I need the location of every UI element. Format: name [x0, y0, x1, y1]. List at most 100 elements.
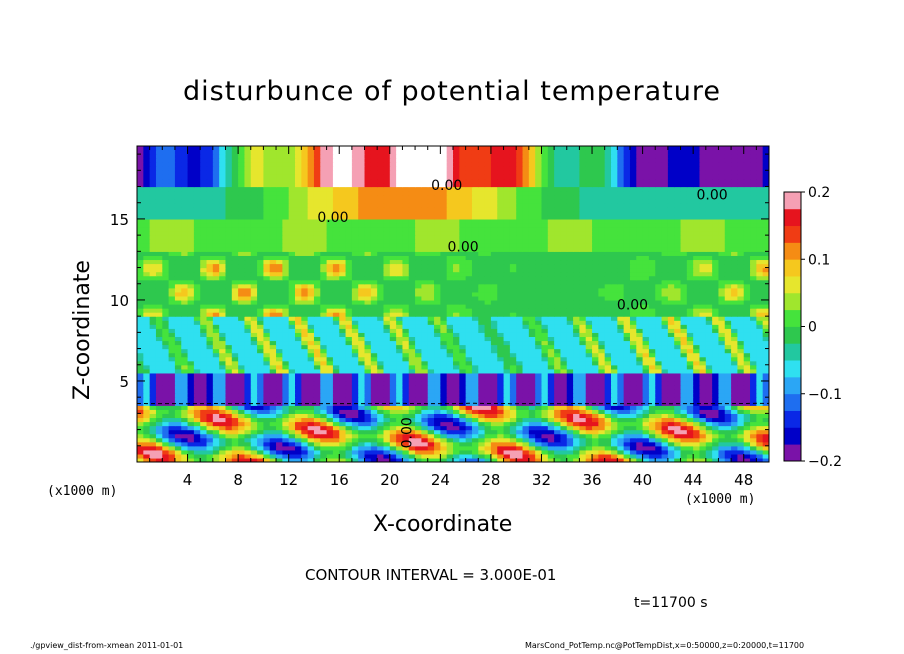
heatmap-cell: [718, 421, 726, 427]
heatmap-cell: [174, 291, 182, 297]
heatmap-cell: [440, 441, 448, 447]
heatmap-cell: [560, 397, 568, 402]
heatmap-cell: [219, 380, 227, 386]
heatmap-cell: [629, 324, 637, 329]
heatmap-cell: [648, 308, 656, 313]
heatmap-cell: [642, 279, 650, 285]
heatmap-cell: [288, 445, 296, 451]
heatmap-cell: [269, 449, 277, 455]
heatmap-cell: [238, 457, 246, 462]
heatmap-cell: [396, 360, 404, 366]
heatmap-cell: [535, 441, 543, 447]
heatmap-cell: [402, 429, 410, 435]
heatmap-cell: [737, 283, 745, 289]
heatmap-cell: [547, 340, 555, 346]
heatmap-cell: [162, 312, 170, 317]
heatmap-cell: [257, 356, 264, 362]
heatmap-cell: [389, 316, 397, 321]
heatmap-cell: [206, 368, 214, 374]
heatmap-cell: [648, 364, 656, 370]
heatmap-cell: [756, 263, 764, 269]
heatmap-cell: [370, 457, 378, 462]
heatmap-cell: [579, 295, 587, 301]
heatmap-cell: [244, 389, 252, 394]
heatmap-cell: [509, 385, 517, 390]
heatmap-cell: [490, 336, 498, 342]
heatmap-cell: [554, 449, 562, 455]
heatmap-cell: [623, 336, 631, 342]
heatmap-cell: [503, 356, 511, 362]
heatmap-cell: [573, 457, 580, 462]
heatmap-cell: [516, 401, 524, 406]
heatmap-cell: [143, 413, 151, 419]
heatmap-cell: [421, 308, 429, 313]
heatmap-cell: [219, 316, 227, 321]
heatmap-cell: [731, 445, 738, 451]
heatmap-cell: [459, 453, 467, 459]
heatmap-cell: [364, 312, 372, 317]
heatmap-cell: [592, 385, 599, 390]
heatmap-cell: [137, 376, 144, 382]
heatmap-cell: [421, 453, 429, 459]
heatmap-cell: [212, 279, 220, 285]
heatmap-cell: [320, 409, 328, 414]
heatmap-cell: [288, 376, 296, 382]
heatmap-cell: [655, 271, 663, 277]
heatmap-cell: [440, 449, 448, 455]
heatmap-cell: [326, 364, 334, 370]
heatmap-cell: [566, 287, 574, 293]
heatmap-cell: [446, 299, 454, 305]
heatmap-cell: [269, 393, 277, 398]
heatmap-cell: [712, 413, 720, 419]
heatmap-cell: [427, 409, 435, 414]
heatmap-cell: [231, 385, 239, 390]
heatmap-cell: [667, 348, 675, 354]
heatmap-cell: [459, 304, 467, 309]
heatmap-cell: [282, 457, 290, 462]
heatmap-cell: [313, 295, 321, 301]
heatmap-cell: [535, 417, 543, 423]
heatmap-cell: [212, 389, 220, 394]
heatmap-cell: [629, 441, 637, 447]
heatmap-cell: [187, 417, 195, 423]
heatmap-cell: [661, 287, 669, 293]
heatmap-cell: [383, 413, 391, 419]
heatmap-cell: [750, 332, 757, 338]
heatmap-cell: [339, 356, 347, 362]
heatmap-cell: [383, 336, 391, 342]
heatmap-cell: [415, 259, 422, 265]
heatmap-cell: [212, 429, 220, 435]
heatmap-cell: [623, 372, 631, 378]
heatmap-cell: [592, 324, 599, 329]
heatmap-cell: [440, 401, 448, 406]
heatmap-cell: [680, 320, 688, 325]
heatmap-cell: [503, 360, 511, 366]
heatmap-cell: [547, 344, 555, 350]
heatmap-cell: [434, 445, 441, 451]
heatmap-cell: [535, 449, 543, 455]
heatmap-cell: [427, 393, 435, 398]
heatmap-cell: [257, 275, 264, 281]
heatmap-cell: [629, 295, 637, 301]
heatmap-cell: [592, 405, 599, 410]
heatmap-cell: [509, 433, 517, 439]
heatmap-cell: [636, 279, 644, 285]
heatmap-cell: [528, 368, 536, 374]
heatmap-cell: [155, 453, 163, 459]
heatmap-cell: [611, 352, 618, 358]
heatmap-cell: [566, 356, 574, 362]
heatmap-cell: [699, 295, 707, 301]
heatmap-cell: [623, 437, 631, 443]
heatmap-cell: [155, 449, 163, 455]
heatmap-cell: [396, 397, 404, 402]
heatmap-cell: [503, 433, 511, 439]
heatmap-cell: [219, 425, 227, 431]
heatmap-cell: [269, 405, 277, 410]
heatmap-cell: [592, 409, 599, 414]
heatmap-cell: [699, 344, 707, 350]
heatmap-cell: [345, 376, 353, 382]
heatmap-cell: [541, 340, 549, 346]
heatmap-cell: [149, 409, 157, 414]
heatmap-cell: [295, 364, 302, 370]
heatmap-cell: [522, 263, 530, 269]
